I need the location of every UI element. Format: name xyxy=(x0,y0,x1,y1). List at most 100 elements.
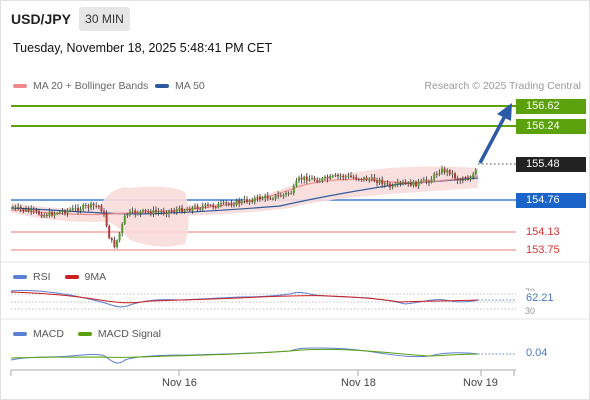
candle-body xyxy=(118,233,121,241)
candle-body xyxy=(43,215,46,217)
candle-body xyxy=(402,182,404,184)
candle-body xyxy=(84,204,87,206)
candle-body xyxy=(347,175,350,177)
candle-body xyxy=(175,210,178,212)
candle-body xyxy=(259,196,261,200)
candle-body xyxy=(355,177,358,180)
candle-body xyxy=(305,176,308,181)
candle-body xyxy=(290,193,293,195)
candle-body xyxy=(131,210,134,212)
candle-body xyxy=(326,176,329,179)
candle-body xyxy=(324,176,326,179)
candle-body xyxy=(212,205,215,207)
projection-arrow-head xyxy=(497,103,512,121)
candle-body xyxy=(199,208,202,210)
candle-body xyxy=(149,211,152,215)
candle-body xyxy=(251,200,254,202)
candle-body xyxy=(298,177,300,181)
candle-body xyxy=(256,196,259,199)
candle-body xyxy=(56,213,59,215)
x-label-nov19: Nov 19 xyxy=(463,377,498,389)
ma50-swatch xyxy=(155,84,169,88)
candle-body xyxy=(61,211,64,213)
candle-body xyxy=(321,178,324,181)
macd-value-label: 0.04 xyxy=(526,347,548,359)
candle-body xyxy=(266,195,269,199)
candle-body xyxy=(40,214,43,217)
candle-body xyxy=(399,182,402,184)
candle-body xyxy=(454,173,456,179)
candle-body xyxy=(295,180,298,186)
ma20-label: MA 20 + Bollinger Bands xyxy=(33,80,149,92)
candle-body xyxy=(253,198,256,202)
symbol-title: USD/JPY xyxy=(11,11,71,27)
candle-body xyxy=(425,179,428,182)
candle-body xyxy=(467,179,469,181)
candle-body xyxy=(422,179,425,181)
candle-body xyxy=(441,168,443,173)
macd-legend-label: MACD xyxy=(33,328,64,340)
candle-body xyxy=(38,211,40,215)
candle-body xyxy=(331,175,334,177)
candle-body xyxy=(183,210,186,213)
resistance2-label: 156.62 xyxy=(516,99,586,114)
candle-body xyxy=(459,179,462,181)
candle-body xyxy=(188,209,191,211)
candle-body xyxy=(446,170,449,173)
rsi-swatch xyxy=(13,275,27,279)
candle-body xyxy=(220,202,222,204)
rsi-legend: RSI 9MA xyxy=(13,271,106,283)
candle-body xyxy=(417,181,420,187)
candle-body xyxy=(451,173,454,175)
candle-body xyxy=(113,240,116,247)
candle-body xyxy=(79,209,82,211)
candle-body xyxy=(383,183,386,185)
candle-body xyxy=(365,177,368,181)
candle-body xyxy=(420,180,423,182)
legend-ma20: MA 20 + Bollinger Bands xyxy=(13,80,148,92)
candle-body xyxy=(30,209,33,212)
macd-signal-legend-label: MACD Signal xyxy=(97,328,161,340)
candle-body xyxy=(64,211,66,214)
candle-body xyxy=(246,199,248,203)
candle-body xyxy=(243,199,246,201)
candle-body xyxy=(464,179,467,181)
candle-body xyxy=(352,176,355,178)
candle-body xyxy=(196,206,199,210)
timeframe-button[interactable]: 30 MIN xyxy=(79,7,130,31)
candle-body xyxy=(82,204,85,210)
resistance1-label: 156.24 xyxy=(516,119,586,134)
candle-body xyxy=(461,179,464,181)
candle-body xyxy=(191,207,194,211)
candle-body xyxy=(316,179,319,182)
candle-body xyxy=(472,174,475,178)
candle-body xyxy=(277,195,280,197)
candle-body xyxy=(264,195,267,199)
candle-body xyxy=(53,213,56,216)
datetime-label: Tuesday, November 18, 2025 5:48:41 PM CE… xyxy=(13,41,273,55)
candle-body xyxy=(415,181,417,187)
candle-body xyxy=(160,211,163,213)
candle-body xyxy=(22,208,25,211)
candle-body xyxy=(350,175,352,177)
ma50-label: MA 50 xyxy=(175,80,205,92)
candle-body xyxy=(300,177,303,180)
candle-body xyxy=(168,210,170,214)
candle-body xyxy=(357,179,360,181)
support2-label: 153.75 xyxy=(526,244,560,256)
candle-body xyxy=(430,179,433,183)
candle-body xyxy=(35,210,38,212)
candle-body xyxy=(269,198,272,200)
projection-arrow-shaft xyxy=(478,113,508,164)
candle-body xyxy=(378,179,381,183)
candle-body xyxy=(230,203,233,206)
candle-body xyxy=(344,176,347,178)
candle-body xyxy=(95,205,98,207)
candle-body xyxy=(409,182,412,186)
candle-body xyxy=(469,177,472,180)
candle-body xyxy=(25,208,27,211)
candle-body xyxy=(165,213,168,215)
candle-body xyxy=(103,211,105,214)
candlestick-series xyxy=(12,165,477,249)
candle-body xyxy=(19,206,22,209)
